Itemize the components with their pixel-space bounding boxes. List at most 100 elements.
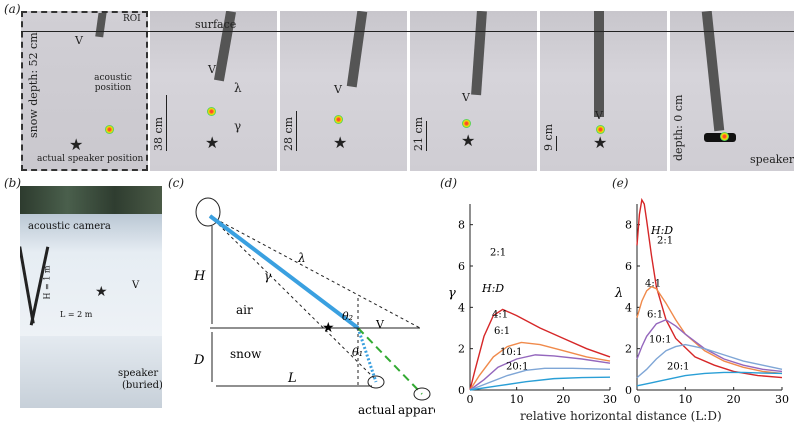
frame-3: V ★ 28 cm	[280, 11, 407, 171]
air-label: air	[236, 303, 253, 317]
scale-bar	[166, 95, 167, 151]
panel-e-label: (e)	[612, 176, 629, 190]
series-label: 6:1	[647, 310, 663, 321]
tree-line	[20, 186, 162, 214]
apparent-extension	[357, 327, 423, 395]
series-line-6-1	[469, 354, 611, 391]
series-label: 4:1	[645, 279, 661, 290]
star-icon: ★	[593, 133, 608, 152]
apparent-label: apparent	[398, 403, 435, 417]
microphone-pole	[471, 11, 487, 96]
acoustic-hotspot	[207, 107, 216, 116]
depth-label: 28 cm	[282, 116, 295, 151]
star-icon: ★	[69, 135, 84, 154]
series-line-10-1	[636, 343, 783, 379]
microphone-pole	[95, 13, 107, 38]
scale-bar	[296, 111, 297, 151]
apparent-line	[209, 215, 421, 329]
acoustic-hotspot	[105, 125, 114, 134]
x-tick-label: 20	[556, 393, 570, 406]
series-label: 10:1	[649, 334, 671, 345]
v-label: V	[132, 280, 140, 291]
gamma-label: γ	[264, 269, 272, 283]
y-tick-label: 4	[625, 301, 632, 314]
depth-label: depth: 0 cm	[672, 94, 685, 161]
x-tick-label: 30	[775, 393, 789, 406]
y-tick-label: 6	[625, 260, 632, 273]
panel-a-label: (a)	[4, 2, 21, 16]
series-line-2-1	[636, 197, 783, 379]
geometry-diagram: ★ H D L air snow λ γ θ₂ θ₁ V actual appa…	[193, 197, 435, 417]
gamma-label: γ	[234, 119, 242, 133]
depth-label: 38 cm	[152, 116, 165, 151]
depth-label: 21 cm	[412, 116, 425, 151]
panel-c-label: (c)	[168, 176, 185, 190]
owl-icon	[195, 197, 221, 227]
y-tick-label: 8	[625, 219, 632, 232]
lambda-label: λ	[297, 251, 306, 265]
theta1-label: θ₁	[352, 346, 363, 359]
series-label: 20:1	[667, 361, 689, 372]
vole-apparent-icon	[413, 387, 431, 401]
series-line-4-1	[636, 285, 783, 375]
acoustic-position-label: acoustic position	[94, 73, 132, 93]
y-tick-label: 2	[625, 343, 632, 356]
v-label: V	[208, 63, 216, 76]
microphone-pole	[701, 11, 725, 132]
actual-line	[209, 215, 377, 381]
y-tick-label: 0	[625, 384, 632, 397]
roi-label: ROI	[123, 14, 141, 24]
surface-label: surface	[195, 18, 237, 31]
l-label: L = 2 m	[60, 310, 93, 319]
actual-speaker-label: actual speaker position	[37, 154, 144, 164]
x-tick-label: 10	[510, 393, 524, 406]
y-tick-label: 4	[458, 301, 465, 314]
legend-title: H:D	[650, 224, 673, 237]
h-label: H = 1 m	[42, 265, 52, 300]
series-label: 10:1	[500, 347, 522, 358]
y-tick-label: 2	[458, 343, 465, 356]
x-tick-label: 0	[467, 393, 474, 406]
acoustic-hotspot	[334, 115, 343, 124]
vole-actual-icon	[367, 375, 385, 389]
depth-label: 9 cm	[542, 123, 555, 151]
panel-b-label: (b)	[4, 176, 22, 190]
frame-1: ROI V snow depth: 52 cm acoustic positio…	[21, 11, 148, 171]
camera-label: acoustic camera	[28, 221, 111, 232]
y-tick-label: 8	[458, 219, 465, 232]
frame-6: depth: 0 cm speaker	[670, 11, 794, 171]
x-tick-label: 0	[634, 393, 641, 406]
v-label: V	[334, 83, 342, 96]
scale-bar	[426, 121, 427, 151]
series-label: 4:1	[492, 310, 508, 321]
actual-label: actual	[358, 403, 396, 417]
star-icon: ★	[205, 133, 220, 152]
y-axis-title: λ	[614, 286, 623, 301]
series-line-2-1	[469, 308, 611, 391]
series-label: 20:1	[506, 361, 528, 372]
snow-label: snow	[230, 347, 262, 361]
star-icon: ★	[333, 133, 348, 152]
y-axis-title: γ	[448, 286, 456, 301]
x-tick-label: 20	[727, 393, 741, 406]
series-label: 2:1	[490, 248, 506, 259]
x-axis-title: relative horizontal distance (L:D)	[520, 409, 722, 423]
v-label: V	[462, 91, 470, 104]
frame-2: V λ γ ★ 38 cm	[150, 11, 277, 171]
star-icon: ★	[95, 284, 108, 300]
speaker-label: speaker	[118, 368, 159, 379]
v-label: V	[375, 318, 385, 331]
y-tick-label: 6	[458, 260, 465, 273]
field-photo: acoustic camera H = 1 m L = 2 m ★ V spea…	[20, 186, 162, 408]
legend-title: H:D	[481, 282, 504, 295]
lambda-label: λ	[234, 81, 242, 95]
frame-4: V ★ 21 cm	[410, 11, 537, 171]
acoustic-hotspot	[720, 132, 729, 141]
scale-bar	[556, 136, 557, 151]
panel-d-label: (d)	[440, 176, 458, 190]
star-icon: ★	[322, 320, 335, 336]
v-label: V	[595, 109, 603, 122]
series-line-20-1	[469, 376, 611, 391]
star-icon: ★	[461, 131, 476, 150]
